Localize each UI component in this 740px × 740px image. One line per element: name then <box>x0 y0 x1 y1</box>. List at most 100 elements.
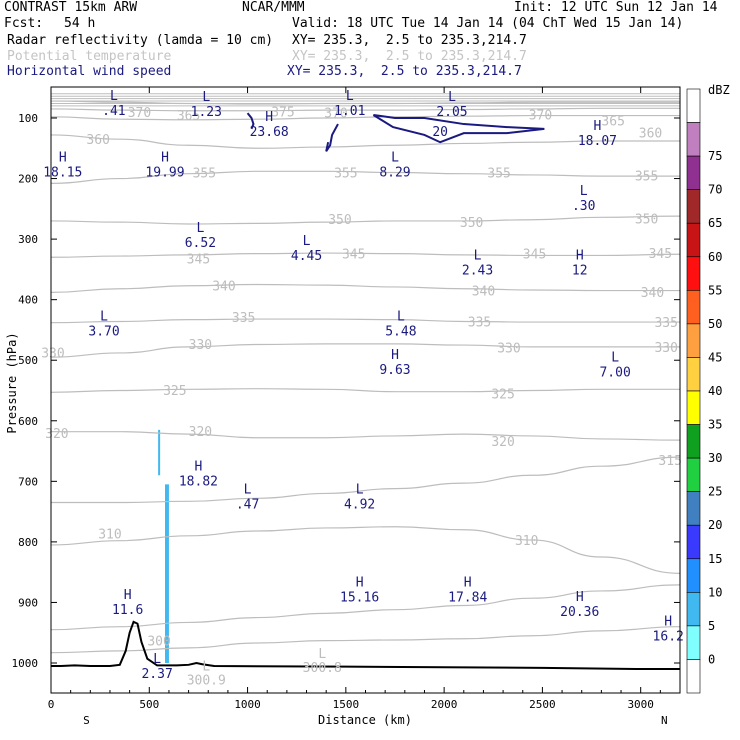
theta-contour-370 <box>50 107 680 112</box>
colorbar-level-label: 40 <box>708 384 722 398</box>
theta-contour-325 <box>50 388 680 393</box>
theta-label-355: 355 <box>487 167 510 182</box>
field-theta-xy: XY= 235.3, 2.5 to 235.3,214.7 <box>292 49 527 64</box>
theta-contour-335 <box>50 318 680 324</box>
wind-extremum-value: 18.07 <box>578 134 617 149</box>
theta-contour-365 <box>50 114 680 121</box>
theta-surface-value: 300.9 <box>187 673 226 688</box>
x-axis-label: Distance (km) <box>318 713 412 727</box>
colorbar-swatch <box>686 424 701 459</box>
field-wind-xy: XY= 235.3, 2.5 to 235.3,214.7 <box>287 64 522 79</box>
field-reflectivity-label: Radar reflectivity (lamda = 10 cm) <box>7 33 274 48</box>
wind-extremum-value: 4.92 <box>344 497 375 512</box>
theta-label-340: 340 <box>212 280 235 295</box>
colorbar-level-label: 70 <box>708 183 722 197</box>
wind-contour-20 <box>372 113 545 144</box>
wind-extremum-value: 6.52 <box>185 236 216 251</box>
colorbar-swatch <box>686 659 701 694</box>
y-tick-label: 900 <box>18 596 38 609</box>
colorbar-swatch <box>686 323 701 358</box>
wind-min-marker: L <box>244 482 252 497</box>
wind-extremum-value: 12 <box>572 264 588 279</box>
wind-min-marker: L <box>611 350 619 365</box>
colorbar-swatch <box>686 88 701 123</box>
x-end-label-north: N <box>661 714 668 727</box>
wind-extremum-value: .41 <box>102 104 125 119</box>
colorbar-swatch <box>686 457 701 492</box>
theta-label-330: 330 <box>654 341 677 356</box>
init-time: Init: 12 UTC Sun 12 Jan 14 <box>514 0 718 15</box>
y-tick-label: 1000 <box>12 657 39 670</box>
y-axis-label: Pressure (hPa) <box>5 332 19 433</box>
wind-max-marker: H <box>356 576 364 591</box>
theta-label-340: 340 <box>641 286 664 301</box>
x-tick-label: 0 <box>48 698 55 711</box>
wind-contour-20 <box>246 112 255 130</box>
wind-extremum-value: 23.68 <box>250 125 289 140</box>
colorbar-swatch <box>686 189 701 224</box>
wind-max-marker: H <box>576 590 584 605</box>
theta-label-370: 370 <box>324 107 347 122</box>
reflectivity-cell <box>165 484 169 663</box>
colorbar-level-label: 5 <box>708 619 715 633</box>
colorbar-level-label: 65 <box>708 216 722 230</box>
x-tick-label: 1000 <box>234 698 261 711</box>
colorbar-swatch <box>686 625 701 660</box>
theta-label-310: 310 <box>515 534 538 549</box>
theta-contour-360 <box>50 134 680 149</box>
wind-extremum-value: 1.01 <box>334 104 365 119</box>
theta-label-335: 335 <box>232 311 255 326</box>
theta-label-355: 355 <box>334 167 357 182</box>
wind-extremum-value: 2.37 <box>141 667 172 682</box>
theta-contour-300 <box>50 626 681 654</box>
field-wind-label: Horizontal wind speed <box>7 64 172 79</box>
theta-label-350: 350 <box>635 213 658 228</box>
colorbar-swatch <box>686 122 701 157</box>
theta-surface-value: 300.8 <box>303 661 342 676</box>
wind-extremum-value: 3.70 <box>88 324 119 339</box>
wind-extremum-value: 19.99 <box>145 166 184 181</box>
y-tick-label: 800 <box>18 536 38 549</box>
theta-label-345: 345 <box>649 247 672 262</box>
theta-min-marker: L <box>202 659 210 674</box>
wind-max-marker: H <box>195 459 203 474</box>
valid-time: Valid: 18 UTC Tue 14 Jan 14 (04 ChT Wed … <box>292 16 684 31</box>
colorbar-swatch <box>686 558 701 593</box>
wind-min-marker: L <box>100 309 108 324</box>
theta-label-320: 320 <box>45 427 68 442</box>
colorbar-level-label: 30 <box>708 451 722 465</box>
wind-extremum-value: 9.63 <box>379 363 410 378</box>
wind-max-marker: H <box>59 151 67 166</box>
wind-min-marker: L <box>153 652 161 667</box>
wind-min-marker: L <box>391 151 399 166</box>
y-tick-label: 600 <box>18 415 38 428</box>
wind-min-marker: L <box>580 184 588 199</box>
reflectivity-layer <box>158 429 169 663</box>
wind-min-marker: L <box>397 309 405 324</box>
y-tick-label: 500 <box>18 354 38 367</box>
wind-extremum-value: 16.2 <box>653 629 684 644</box>
colorbar-level-label: 10 <box>708 585 722 599</box>
wind-min-marker: L <box>303 234 311 249</box>
colorbar-swatch <box>686 592 701 627</box>
theta-label-345: 345 <box>187 252 210 267</box>
theta-label-345: 345 <box>342 248 365 263</box>
wind-extremum-value: 17.84 <box>448 591 487 606</box>
theta-contour-305 <box>50 584 681 631</box>
theta-label-350: 350 <box>460 216 483 231</box>
theta-label-350: 350 <box>328 213 351 228</box>
wind-max-marker: H <box>594 119 602 134</box>
wind-min-marker: L <box>202 90 210 105</box>
forecast-hour: 54 h <box>64 16 96 31</box>
theta-label-375: 375 <box>271 105 294 120</box>
y-tick-label: 100 <box>18 112 38 125</box>
theta-label-300: 300 <box>147 635 170 650</box>
wind-max-marker: H <box>576 249 584 264</box>
colorbar-level-label: 0 <box>708 652 715 666</box>
colorbar-swatch <box>686 524 701 560</box>
wind-contour-20 <box>325 123 339 152</box>
theta-label-365: 365 <box>601 114 624 129</box>
wind-max-marker: H <box>664 614 672 629</box>
theta-label-370: 370 <box>529 108 552 123</box>
wind-min-marker: L <box>110 89 118 104</box>
